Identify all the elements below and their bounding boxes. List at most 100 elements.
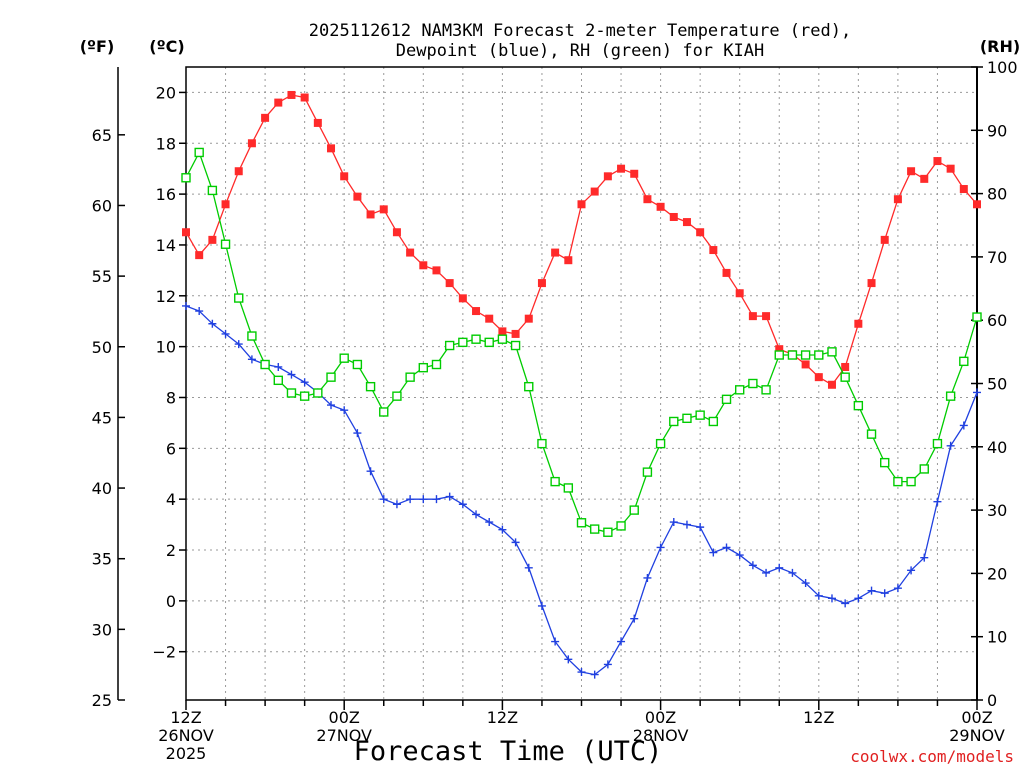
fahrenheit-axis-label: (ºF) bbox=[80, 37, 115, 56]
dewpoint-point bbox=[682, 520, 691, 529]
rh-point bbox=[827, 347, 837, 357]
dewpoint-point bbox=[300, 378, 309, 387]
rh-point bbox=[629, 505, 639, 515]
dewpoint-point bbox=[485, 518, 494, 527]
dewpoint-point bbox=[920, 553, 929, 562]
temperature-point bbox=[814, 373, 823, 382]
temperature-point bbox=[524, 314, 533, 323]
dewpoint-point bbox=[814, 591, 823, 600]
rh-point bbox=[682, 413, 692, 424]
rh-axis-label: (RH) bbox=[980, 37, 1020, 56]
rh-point bbox=[234, 293, 244, 303]
dewpoint-point bbox=[722, 543, 731, 552]
dewpoint-point bbox=[643, 573, 652, 582]
temperature-point bbox=[340, 172, 349, 181]
rh-point bbox=[484, 337, 494, 348]
temperature-point bbox=[366, 210, 375, 219]
rh-point bbox=[787, 350, 798, 360]
celsius-tick-label: 10 bbox=[156, 338, 176, 357]
rh-point bbox=[576, 518, 587, 528]
rh-point bbox=[589, 524, 600, 534]
rh-tick-label: 10 bbox=[987, 628, 1007, 647]
rh-point bbox=[735, 385, 745, 395]
rh-point bbox=[194, 147, 204, 158]
credit-text: coolwx.com/models bbox=[850, 747, 1014, 766]
temperature-point bbox=[327, 144, 336, 153]
dewpoint-point bbox=[735, 551, 744, 560]
dewpoint-point bbox=[709, 548, 718, 557]
dewpoint-point bbox=[208, 319, 217, 328]
temperature-point bbox=[748, 312, 757, 321]
temperature-point bbox=[511, 329, 520, 338]
rh-tick-label: 20 bbox=[987, 564, 1007, 583]
temperature-point bbox=[867, 279, 876, 288]
rh-point bbox=[853, 400, 864, 411]
rh-point bbox=[761, 385, 771, 395]
rh-tick-label: 60 bbox=[987, 311, 1007, 330]
x-tick-label: 26NOV bbox=[158, 726, 214, 745]
rh-point bbox=[800, 350, 811, 360]
dewpoint-point bbox=[274, 362, 283, 371]
rh-tick-label: 80 bbox=[987, 185, 1007, 204]
rh-point bbox=[260, 359, 270, 370]
rh-point bbox=[405, 372, 415, 382]
rh-point bbox=[840, 372, 850, 382]
x-tick-label: 00Z bbox=[645, 708, 676, 727]
temperature-point bbox=[485, 314, 494, 323]
rh-point bbox=[814, 350, 824, 360]
temperature-point bbox=[841, 362, 850, 371]
temperature-point bbox=[669, 212, 678, 221]
rh-point bbox=[471, 334, 481, 344]
rh-point bbox=[181, 173, 191, 183]
rh-point bbox=[972, 312, 982, 322]
rh-point bbox=[326, 372, 336, 382]
celsius-tick-label: 2 bbox=[166, 541, 176, 560]
celsius-tick-label: 14 bbox=[156, 236, 176, 255]
rh-point bbox=[550, 476, 560, 487]
temperature-point bbox=[722, 268, 731, 277]
rh-point bbox=[510, 340, 521, 351]
temperature-point bbox=[432, 266, 441, 275]
x-tick-label: 00Z bbox=[961, 708, 992, 727]
dewpoint-point bbox=[748, 561, 757, 570]
celsius-tick-label: 8 bbox=[166, 388, 176, 407]
x-tick-label: 12Z bbox=[487, 708, 518, 727]
rh-point bbox=[247, 331, 257, 341]
temperature-point bbox=[603, 172, 612, 181]
rh-point bbox=[339, 353, 349, 363]
x-tick-label: 00Z bbox=[329, 708, 360, 727]
temperature-point bbox=[406, 248, 415, 257]
celsius-tick-label: 16 bbox=[156, 185, 176, 204]
temperature-point bbox=[801, 360, 810, 369]
rh-point bbox=[945, 391, 956, 401]
x-tick-label: 29NOV bbox=[949, 726, 1005, 745]
dewpoint-point bbox=[221, 329, 230, 338]
temperature-point bbox=[630, 169, 639, 178]
rh-point bbox=[642, 467, 653, 477]
temperature-point bbox=[775, 345, 784, 354]
rh-point bbox=[313, 388, 323, 398]
rh-point bbox=[220, 239, 231, 249]
temperature-point bbox=[498, 327, 507, 336]
celsius-tick-label: 20 bbox=[156, 83, 176, 102]
temperature-point bbox=[208, 235, 217, 244]
temperature-point bbox=[551, 248, 560, 257]
dewpoint-point bbox=[419, 495, 428, 504]
dewpoint-point bbox=[630, 614, 639, 623]
dewpoint-point bbox=[973, 388, 981, 397]
fahrenheit-tick-label: 30 bbox=[92, 620, 112, 639]
dewpoint-point bbox=[564, 655, 573, 664]
dewpoint-point bbox=[893, 584, 902, 593]
dewpoint-point bbox=[445, 492, 454, 501]
celsius-tick-label: 6 bbox=[166, 439, 176, 458]
temperature-point bbox=[682, 218, 691, 227]
temperature-point bbox=[419, 261, 428, 270]
rh-tick-label: 100 bbox=[987, 58, 1018, 77]
rh-tick-label: 50 bbox=[987, 375, 1007, 394]
rh-point bbox=[748, 378, 758, 389]
dewpoint-point bbox=[432, 495, 441, 504]
dewpoint-point bbox=[287, 370, 296, 379]
temperature-point bbox=[379, 205, 388, 214]
rh-point bbox=[959, 356, 969, 367]
dewpoint-point bbox=[406, 495, 415, 504]
